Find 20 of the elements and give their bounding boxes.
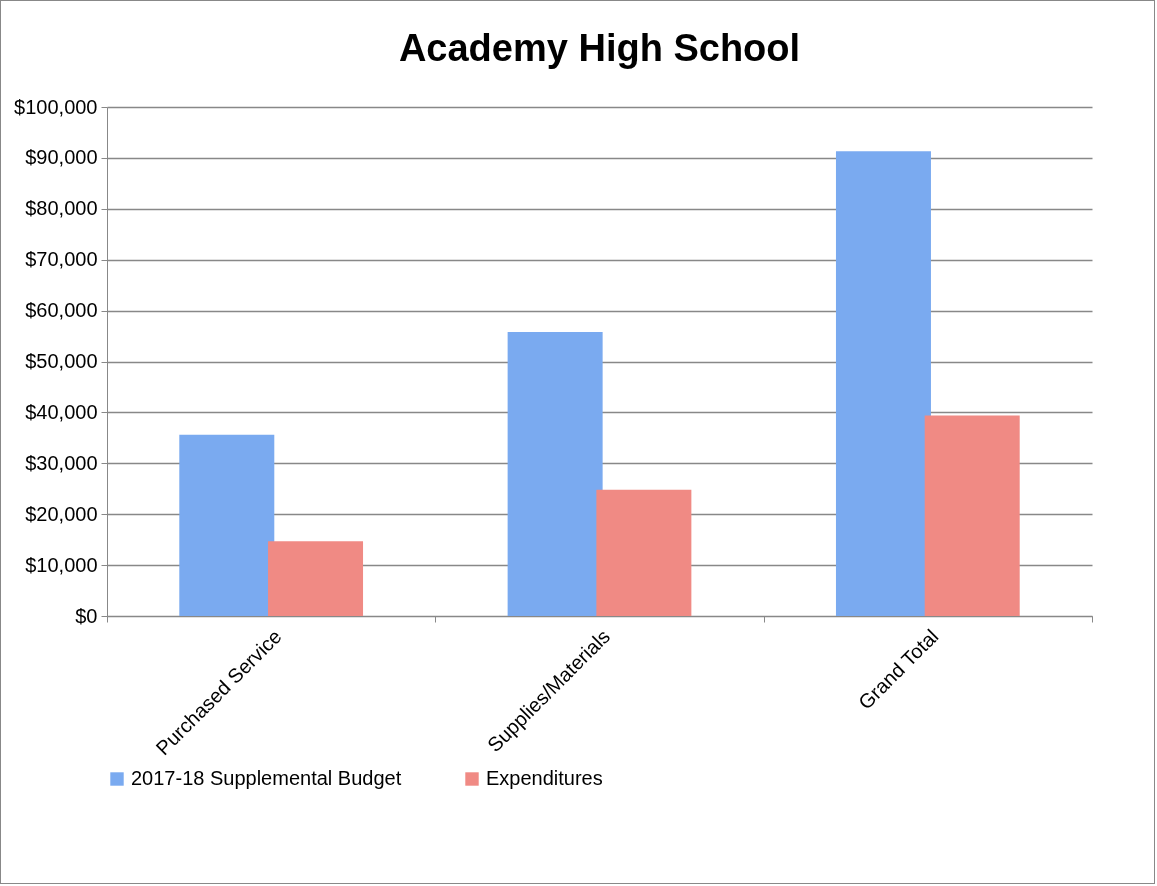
bar xyxy=(596,489,692,616)
legend-label: Expenditures xyxy=(486,767,603,789)
y-tick-label: $0 xyxy=(75,604,98,627)
y-tick-label: $30,000 xyxy=(25,451,98,474)
y-tick-label: $90,000 xyxy=(25,146,98,169)
bar xyxy=(924,415,1020,616)
legend-label: 2017-18 Supplemental Budget xyxy=(131,767,402,789)
bar xyxy=(507,331,603,616)
y-tick-label: $60,000 xyxy=(25,299,98,322)
bar xyxy=(835,151,931,616)
y-tick-label: $40,000 xyxy=(25,400,98,423)
chart-title: Academy High School xyxy=(398,27,801,69)
y-tick-label: $10,000 xyxy=(25,553,98,576)
bar xyxy=(268,541,364,616)
y-tick-label: $100,000 xyxy=(14,95,98,118)
y-tick-label: $80,000 xyxy=(25,197,98,220)
bar xyxy=(179,434,275,616)
y-tick-label: $50,000 xyxy=(25,350,98,372)
y-tick-label: $70,000 xyxy=(25,248,98,271)
y-tick-label: $20,000 xyxy=(25,502,98,525)
